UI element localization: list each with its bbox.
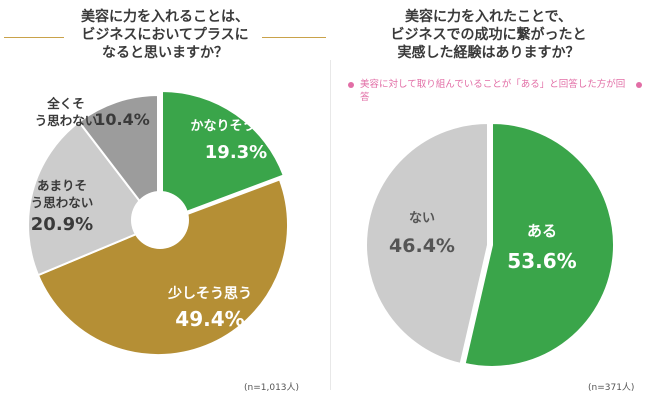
title-decoration-right	[262, 37, 326, 38]
left-panel: 美容に力を入れることは、 ビジネスにおいてプラスに なると思いますか？ かなりそ…	[0, 8, 330, 393]
slice-category-label: ない	[409, 211, 435, 226]
slice-value-label: 20.9%	[31, 214, 93, 235]
right-sample-size: (n=371人)	[588, 383, 635, 393]
title-decoration-left	[4, 37, 64, 38]
respondent-note-text: 美容に対して取り組んでいることが「ある」と回答した方が回答	[360, 79, 626, 103]
right-panel: 美容に力を入れたことで、 ビジネスでの成功に繋がったと 実感した経験はありますか…	[330, 0, 647, 406]
slice-value-label: 49.4%	[175, 307, 244, 331]
slice-category-label: う思わない	[35, 113, 98, 128]
slice-category-label: かなりそう思う	[190, 119, 281, 134]
slice-value-label: 53.6%	[507, 249, 576, 273]
respondent-note: 美容に対して取り組んでいることが「ある」と回答した方が回答	[348, 78, 642, 104]
panel-divider	[330, 60, 331, 390]
slice-value-label: 10.4%	[94, 110, 150, 129]
slice-label-group: ある 53.6%	[507, 222, 576, 273]
left-title-line: なると思いますか？	[102, 45, 228, 61]
pie-slice-right-0	[463, 121, 616, 368]
slice-value-label: 19.3%	[205, 142, 267, 163]
slice-category-label: う思わない	[31, 195, 94, 210]
right-pie-chart: ある 53.6% ない 46.4%	[365, 121, 616, 368]
left-question-title: 美容に力を入れることは、 ビジネスにおいてプラスに なると思いますか？	[0, 8, 330, 62]
slice-label-group: ない 46.4%	[389, 211, 455, 257]
right-title-line: 美容に力を入れたことで、	[404, 9, 573, 25]
slice-category-label: ある	[527, 222, 557, 240]
right-title-line: 実感した経験はありますか？	[397, 45, 580, 61]
pie-slice-left-0	[161, 89, 286, 223]
pie-slice-right-1	[365, 121, 489, 366]
slice-value-label: 46.4%	[389, 235, 455, 257]
pie-slice-left-1	[36, 178, 290, 357]
slice-category-label: 少しそう思う	[167, 285, 252, 302]
left-sample-size: (n=1,013人)	[244, 383, 300, 393]
left-donut-chart: かなりそう思う19.3%少しそう思う49.4%あまりそう思わない20.9%全くそ…	[27, 89, 290, 357]
slice-label-group: 少しそう思う 49.4%	[167, 285, 252, 331]
left-title-line: 美容に力を入れることは、	[81, 9, 249, 25]
donut-hole	[131, 191, 189, 249]
slice-category-label: 全くそ	[46, 96, 85, 111]
note-dot-right	[636, 82, 642, 88]
pie-slice-left-2	[27, 120, 160, 277]
right-title-line: ビジネスでの成功に繋がったと	[390, 27, 587, 43]
right-question-title: 美容に力を入れたことで、 ビジネスでの成功に繋がったと 実感した経験はありますか…	[330, 8, 647, 62]
slice-label-group: かなりそう思う 19.3%	[190, 119, 281, 163]
pie-slice-left-3	[77, 93, 159, 228]
slice-category-label: あまりそ	[37, 178, 87, 193]
left-title-line: ビジネスにおいてプラスに	[81, 27, 249, 43]
note-dot-left	[348, 82, 354, 88]
